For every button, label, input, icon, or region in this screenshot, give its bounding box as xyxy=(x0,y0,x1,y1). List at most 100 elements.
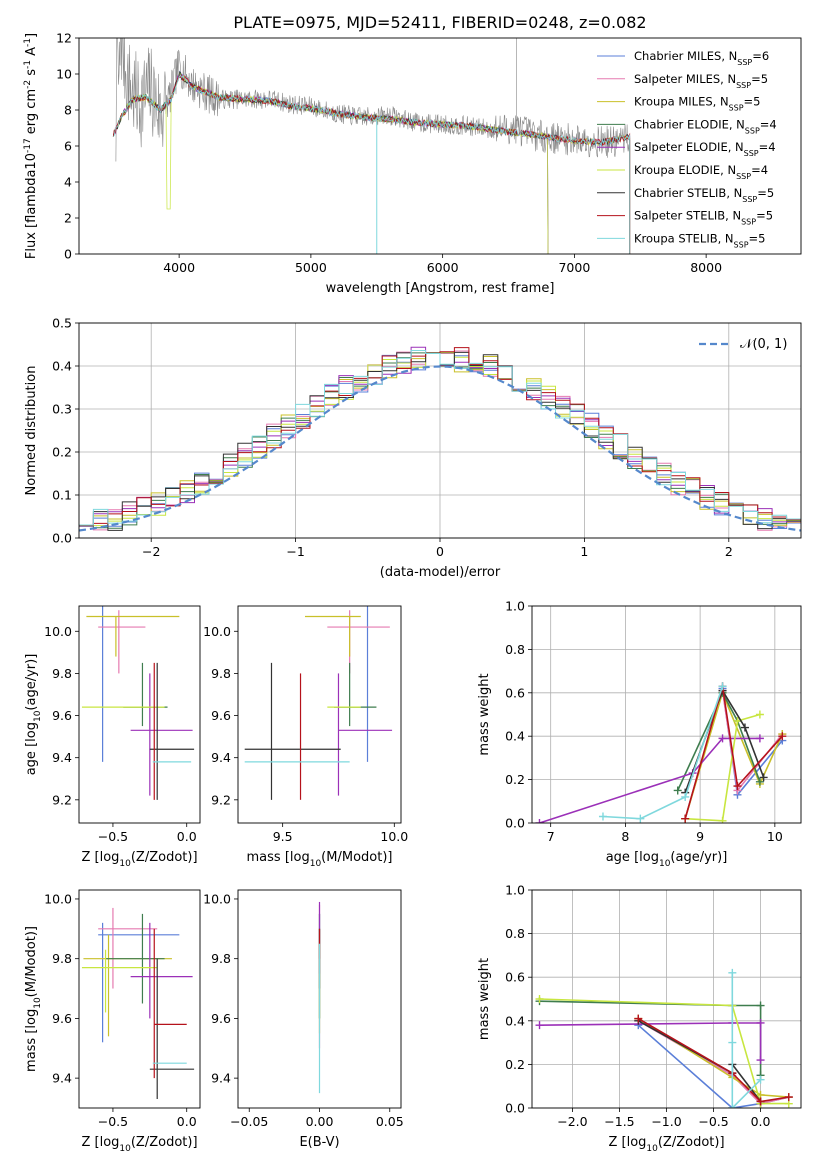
massweight-vs-age-ytick-label: 0.4 xyxy=(505,729,525,744)
age-vs-mass-xtick-label: 10.0 xyxy=(380,829,408,844)
massweight-vs-age-xtick-label: 7 xyxy=(547,829,555,844)
residuals-ytick-label: 0.3 xyxy=(52,402,72,417)
massweight-vs-age-marker xyxy=(759,773,768,782)
massweight-vs-Z-ylabel: mass weight xyxy=(477,958,492,1040)
massweight-vs-age-series-line xyxy=(539,737,760,823)
mass-vs-Z-panel: −0.5 0.0 9.4 9.6 9.8 10.0 Z [log10(Z/Zodot)] ma… xyxy=(24,889,201,1154)
massweight-vs-Z-ytick-label: 0.4 xyxy=(505,1013,525,1028)
residuals-xtick-label: 1 xyxy=(580,544,588,559)
spectrum-xtick-label: 8000 xyxy=(690,260,722,275)
spectrum-plot-area xyxy=(112,38,631,254)
residual-histogram xyxy=(79,347,801,526)
age-vs-Z-frame xyxy=(78,605,201,824)
legend-label: Kroupa ELODIE, NSSP=4 xyxy=(634,163,768,181)
massweight-vs-Z-ytick-label: 0.6 xyxy=(505,970,525,985)
mass-vs-ebv-ytick-label: 9.4 xyxy=(211,1071,231,1086)
residuals-ytick-label: 0.1 xyxy=(52,488,72,503)
mass-vs-ebv-ytick-label: 9.6 xyxy=(211,1011,231,1026)
age-vs-Z-plot-area xyxy=(81,606,195,800)
massweight-vs-Z-marker xyxy=(535,995,544,1003)
residuals-xtick-label: 0 xyxy=(436,544,444,559)
spectrum-xtick-label: 4000 xyxy=(163,260,195,275)
legend-label: Chabrier MILES, NSSP=6 xyxy=(634,49,769,67)
massweight-vs-Z-marker xyxy=(756,1056,765,1065)
massweight-vs-age-xtick-label: 9 xyxy=(696,829,704,844)
massweight-vs-Z-ytick-label: 1.0 xyxy=(505,883,525,898)
massweight-vs-Z-series-line xyxy=(539,1022,762,1060)
spectrum-ytick-label: 12 xyxy=(56,31,72,46)
massweight-vs-age-marker xyxy=(681,814,690,823)
massweight-vs-age-xtick-label: 8 xyxy=(621,829,629,844)
spectrum-ytick-label: 10 xyxy=(56,67,72,82)
massweight-vs-Z-series-line xyxy=(637,1017,789,1103)
massweight-vs-age-marker xyxy=(636,814,645,823)
massweight-vs-age-series-line xyxy=(684,686,783,819)
massweight-vs-Z-frame xyxy=(531,889,802,1109)
mass-vs-ebv-xlabel: E(B-V) xyxy=(299,1135,339,1150)
massweight-vs-Z-series-line xyxy=(539,998,789,1105)
age-vs-Z-ytick-label: 9.2 xyxy=(52,792,72,807)
spectrum-panel: 4000 5000 6000 7000 8000 0 2 4 6 8 10 12 wavelength … xyxy=(23,31,802,296)
spectrum-frame xyxy=(78,37,802,255)
spectrum-xlabel: wavelength [Angstrom, rest frame] xyxy=(326,281,555,296)
age-vs-mass-ytick-label: 9.2 xyxy=(211,792,231,807)
age-vs-Z-xtick-label: −0.5 xyxy=(98,829,128,844)
legend-label: Chabrier ELODIE, NSSP=4 xyxy=(634,117,777,135)
age-vs-mass-ytick-label: 9.6 xyxy=(211,708,231,723)
massweight-vs-Z-xtick-label: −2.0 xyxy=(557,1114,587,1129)
mass-vs-ebv-xtick-label: 0.05 xyxy=(376,1114,404,1129)
age-vs-mass-xtick-label: 9.5 xyxy=(273,829,293,844)
age-vs-mass-xlabel: mass [log10(M/Modot)] xyxy=(247,850,393,869)
legend-label: 𝒩(0, 1) xyxy=(740,337,787,352)
residuals-ylabel: Normed distribution xyxy=(24,366,39,496)
massweight-vs-Z-marker xyxy=(634,1014,643,1023)
massweight-vs-age-marker xyxy=(733,782,742,791)
mass-vs-Z-xtick-label: 0.0 xyxy=(177,1114,197,1129)
mass-vs-Z-ytick-label: 9.6 xyxy=(52,1011,72,1026)
massweight-vs-Z-xtick-label: 0.0 xyxy=(751,1114,771,1129)
massweight-vs-age-ytick-label: 0.8 xyxy=(505,642,525,657)
normal-curve xyxy=(79,365,801,532)
age-vs-Z-panel: −0.5 0.0 9.2 9.4 9.6 9.8 10.0 Z [log10(Z/Zodot)… xyxy=(24,605,201,869)
massweight-vs-age-ytick-label: 0.0 xyxy=(505,816,525,831)
mass-vs-Z-ytick-label: 9.4 xyxy=(52,1071,72,1086)
mass-vs-ebv-frame xyxy=(237,889,402,1109)
massweight-vs-Z-marker xyxy=(728,1104,737,1108)
massweight-vs-age-marker xyxy=(718,734,727,743)
residuals-xtick-label: −1 xyxy=(286,544,304,559)
age-vs-Z-ytick-label: 9.4 xyxy=(52,750,72,765)
mass-vs-ebv-xtick-label: 0.00 xyxy=(306,1114,334,1129)
age-vs-Z-xtick-label: 0.0 xyxy=(177,829,197,844)
age-vs-mass-frame xyxy=(237,605,402,824)
massweight-vs-age-series-line xyxy=(602,686,724,820)
massweight-vs-age-panel: 7 8 9 10 0.0 0.2 0.4 0.6 0.8 1.0 age [log10(age/yr… xyxy=(477,599,802,869)
age-vs-mass-ytick-label: 10.0 xyxy=(203,624,231,639)
massweight-vs-Z-marker xyxy=(756,1097,765,1106)
mass-vs-Z-xtick-label: −0.5 xyxy=(98,1114,128,1129)
massweight-vs-Z-marker xyxy=(784,1093,793,1102)
massweight-vs-age-marker xyxy=(718,682,727,691)
age-vs-mass-plot-area xyxy=(244,606,393,800)
massweight-vs-Z-xtick-label: −0.5 xyxy=(698,1114,728,1129)
residuals-xlabel: (data-model)/error xyxy=(380,565,501,580)
massweight-vs-Z-xlabel: Z [log10(Z/Zodot)] xyxy=(608,1135,724,1154)
mass-vs-Z-frame xyxy=(78,889,201,1109)
age-vs-Z-xlabel: Z [log10(Z/Zodot)] xyxy=(81,850,197,869)
spectrum-xtick-label: 7000 xyxy=(558,260,590,275)
residuals-xtick-label: 2 xyxy=(725,544,733,559)
massweight-vs-Z-xtick-label: −1.5 xyxy=(604,1114,634,1129)
spectrum-ytick-label: 8 xyxy=(64,103,72,118)
massweight-vs-age-marker xyxy=(681,792,690,801)
residuals-xtick-label: −2 xyxy=(142,544,160,559)
massweight-vs-Z-marker xyxy=(728,968,737,977)
massweight-vs-age-ylabel: mass weight xyxy=(477,673,492,755)
massweight-vs-Z-ytick-label: 0.0 xyxy=(505,1101,525,1116)
mass-vs-Z-ytick-label: 9.8 xyxy=(52,951,72,966)
spectrum-ytick-label: 4 xyxy=(64,175,72,190)
massweight-vs-Z-xtick-label: −1.0 xyxy=(651,1114,681,1129)
spectrum-ytick-label: 0 xyxy=(64,247,72,262)
massweight-vs-Z-marker xyxy=(535,1021,544,1030)
spectrum-legend: Chabrier MILES, NSSP=6 Salpeter MILES, NS… xyxy=(597,49,777,249)
age-vs-Z-ytick-label: 9.6 xyxy=(52,708,72,723)
